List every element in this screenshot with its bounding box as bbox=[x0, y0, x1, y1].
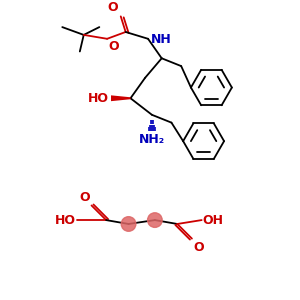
Text: OH: OH bbox=[202, 214, 224, 226]
Text: O: O bbox=[79, 190, 90, 203]
Text: HO: HO bbox=[88, 92, 109, 105]
Text: O: O bbox=[194, 241, 205, 254]
Text: NH₂: NH₂ bbox=[139, 133, 165, 146]
Circle shape bbox=[121, 217, 136, 231]
Text: O: O bbox=[107, 2, 118, 14]
Text: NH: NH bbox=[151, 33, 172, 46]
Polygon shape bbox=[111, 95, 130, 101]
Text: HO: HO bbox=[55, 214, 76, 226]
Text: O: O bbox=[108, 40, 119, 53]
Circle shape bbox=[148, 213, 162, 227]
